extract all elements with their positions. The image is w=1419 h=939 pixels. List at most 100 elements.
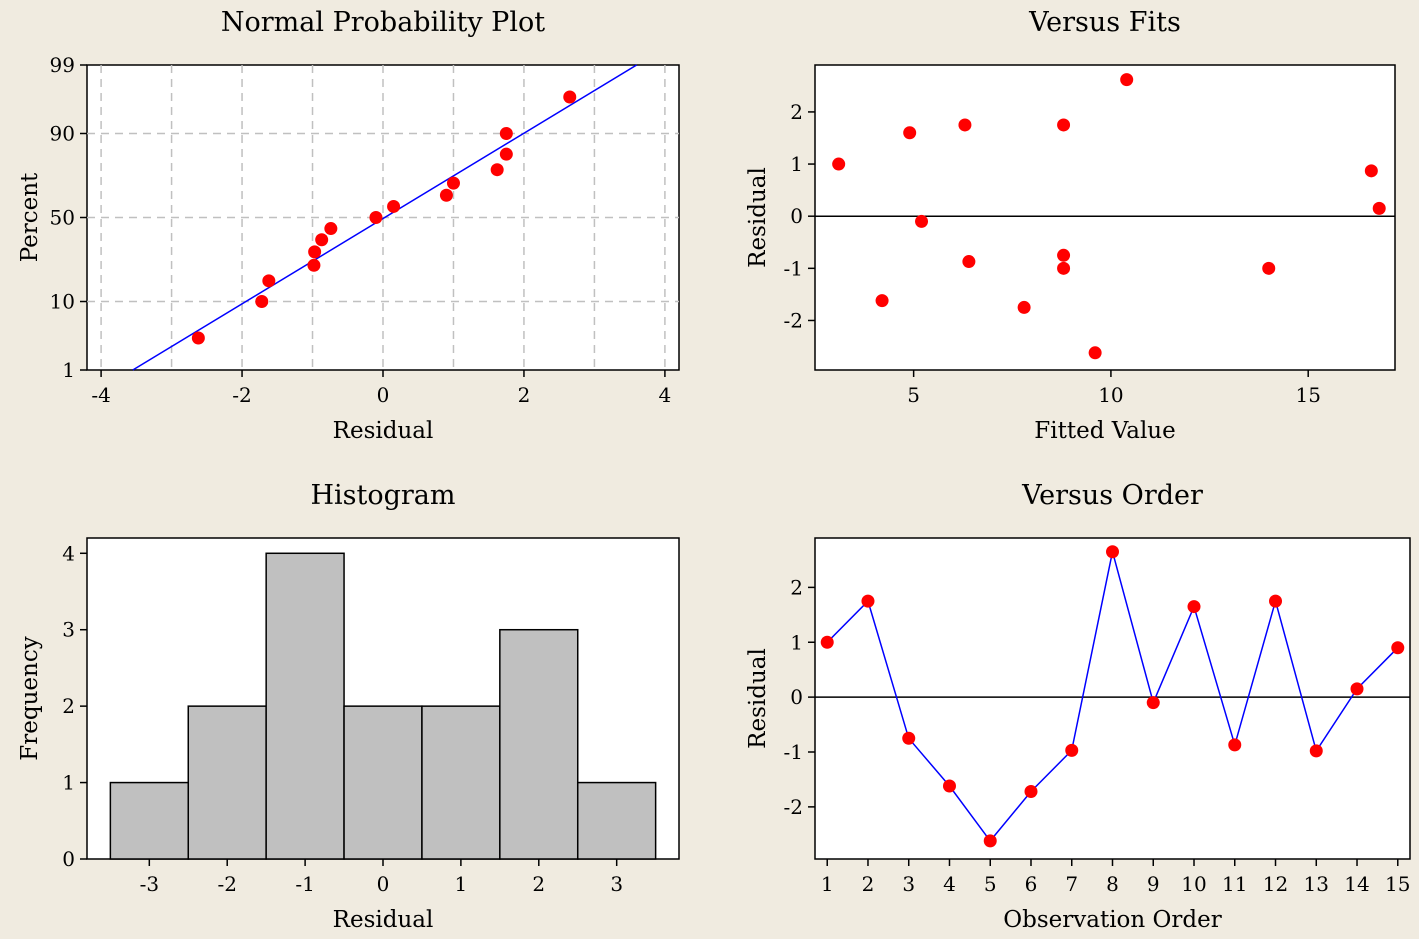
versus-fits-data-point — [1017, 300, 1031, 314]
versus-order-data-point — [1391, 641, 1405, 655]
histogram-x-tick-label: 2 — [532, 872, 545, 896]
versus-order-x-tick-label: 4 — [943, 872, 956, 896]
probability-plot-data-point — [315, 233, 329, 247]
versus-order-x-tick-label: 10 — [1181, 872, 1206, 896]
versus-fits-plot-area — [814, 64, 1396, 371]
probability-plot-data-point — [308, 245, 322, 259]
probability-plot-x-tick-label: 0 — [377, 383, 390, 407]
probability-plot-data-point — [387, 199, 401, 213]
versus-order-data-point — [1187, 600, 1201, 614]
probability-plot-data-point — [369, 211, 383, 224]
versus-order-data-point — [1106, 545, 1119, 559]
versus-fits-data-point — [1057, 261, 1071, 275]
versus-fits-data-point — [1057, 118, 1071, 132]
versus-fits-y-label: Residual — [745, 167, 771, 268]
probability-plot-y-tick-label: 99 — [50, 53, 75, 77]
probability-plot-y-tick-label: 10 — [50, 290, 75, 314]
probability-plot-y-tick-label: 50 — [50, 206, 75, 230]
versus-fits-y-tick-label: 0 — [790, 204, 803, 228]
versus-order-x-tick-label: 8 — [1106, 872, 1119, 896]
probability-plot-x-tick-label: -4 — [91, 383, 110, 407]
versus-fits-data-point — [962, 255, 976, 269]
histogram-y-tick-label: 2 — [62, 694, 75, 718]
histogram-x-tick-label: 1 — [455, 872, 468, 896]
histogram-x-tick-label: 3 — [610, 872, 623, 896]
versus-fits-data-point — [915, 214, 929, 228]
probability-plot-data-point — [191, 331, 205, 345]
versus-order-data-point — [861, 594, 875, 608]
histogram-y-tick-label: 1 — [62, 771, 75, 795]
versus-fits-data-point — [1057, 248, 1071, 262]
versus-order-y-label: Residual — [745, 648, 771, 749]
versus-fits-x-tick-label: 10 — [1098, 383, 1123, 407]
versus-fits-x-tick-label: 15 — [1295, 383, 1320, 407]
versus-fits-data-point — [1262, 261, 1276, 275]
versus-order-x-label: Observation Order — [1003, 907, 1221, 933]
versus-order-x-tick-label: 15 — [1385, 872, 1410, 896]
probability-plot-data-point — [563, 90, 577, 104]
probability-plot-data-point — [324, 222, 338, 236]
versus-order-y-tick-label: 1 — [790, 630, 803, 654]
histogram-bar — [421, 705, 501, 860]
histogram-y-label: Frequency — [17, 636, 43, 760]
versus-fits-data-point — [903, 126, 917, 140]
versus-order-data-point — [1350, 682, 1364, 696]
versus-fits-title: Versus Fits — [1028, 7, 1181, 38]
histogram-y-tick-label: 3 — [62, 618, 75, 642]
versus-fits-x-tick-label: 5 — [907, 383, 920, 407]
versus-order-x-tick-label: 14 — [1344, 872, 1369, 896]
probability-plot-x-tick-label: 2 — [518, 383, 531, 407]
versus-order-data-point — [983, 834, 997, 848]
versus-order-x-tick-label: 7 — [1065, 872, 1078, 896]
probability-plot-y-tick-label: 90 — [50, 121, 75, 145]
versus-order-data-point — [1309, 744, 1323, 758]
versus-order-data-point — [1065, 743, 1079, 757]
versus-fits-y-tick-label: -2 — [784, 308, 803, 332]
versus-order-x-tick-label: 9 — [1147, 872, 1160, 896]
versus-order-title: Versus Order — [1021, 480, 1203, 511]
versus-order-data-point — [820, 635, 834, 649]
versus-order-x-tick-label: 11 — [1222, 872, 1247, 896]
probability-plot-data-point — [439, 188, 453, 202]
versus-order-x-tick-label: 13 — [1304, 872, 1329, 896]
probability-plot-data-point — [499, 126, 513, 140]
versus-order-data-point — [1269, 594, 1283, 608]
probability-plot-y-label: Percent — [17, 172, 43, 262]
versus-order-x-tick-label: 5 — [984, 872, 997, 896]
histogram-bar — [109, 781, 190, 860]
histogram-x-tick-label: 0 — [377, 872, 390, 896]
histogram-title: Histogram — [310, 480, 455, 511]
histogram-x-tick-label: -2 — [217, 872, 236, 896]
versus-order-data-point — [1024, 785, 1038, 799]
versus-fits-x-label: Fitted Value — [1034, 418, 1175, 444]
probability-plot-data-point — [255, 295, 269, 309]
versus-fits-data-point — [875, 294, 889, 308]
versus-order-data-point — [1228, 738, 1242, 752]
histogram-bar — [343, 705, 423, 860]
versus-order-y-tick-label: 2 — [790, 575, 803, 599]
histogram-bar — [187, 705, 267, 860]
versus-order-x-tick-label: 12 — [1263, 872, 1288, 896]
versus-fits-y-tick-label: 2 — [790, 100, 803, 124]
versus-order-y-tick-label: -1 — [784, 740, 803, 764]
probability-plot-title: Normal Probability Plot — [221, 7, 545, 38]
histogram-x-tick-label: -3 — [140, 872, 159, 896]
versus-fits-y-tick-label: -1 — [784, 256, 803, 280]
probability-plot-x-tick-label: 4 — [659, 383, 672, 407]
probability-plot-x-label: Residual — [333, 418, 434, 444]
versus-order-x-tick-label: 2 — [862, 872, 875, 896]
versus-order-data-point — [942, 779, 956, 793]
versus-order-x-tick-label: 6 — [1025, 872, 1038, 896]
versus-fits-data-point — [958, 118, 972, 132]
versus-order-y-tick-label: -2 — [784, 795, 803, 819]
histogram-y-tick-label: 4 — [62, 541, 75, 565]
probability-plot-data-point — [446, 176, 460, 190]
probability-plot-data-point — [262, 274, 276, 288]
probability-plot-data-point — [307, 258, 321, 272]
versus-order-y-tick-label: 0 — [790, 685, 803, 709]
probability-plot-fit-line — [132, 64, 638, 371]
versus-fits-data-point — [1364, 164, 1378, 178]
probability-plot-x-tick-label: -2 — [232, 383, 251, 407]
versus-order-x-tick-label: 3 — [902, 872, 915, 896]
